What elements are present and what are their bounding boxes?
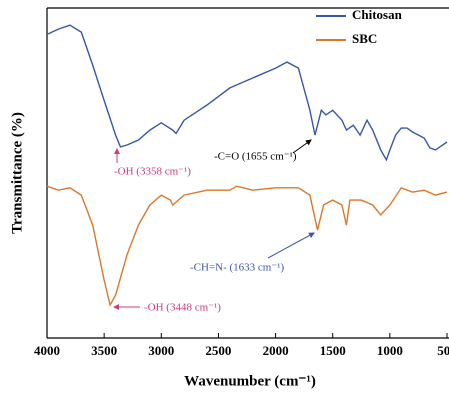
annotation: -CH=N- (1633 cm⁻¹) xyxy=(190,262,284,274)
x-tick-label: 2500 xyxy=(205,343,231,358)
x-tick-label: 3000 xyxy=(148,343,174,358)
x-axis-title: Wavenumber (cm⁻¹) xyxy=(184,373,316,389)
annotation: -OH (3358 cm⁻¹) xyxy=(114,166,191,178)
annotation-arrow xyxy=(267,232,315,259)
x-tick-label: 1000 xyxy=(377,343,403,358)
legend-label: Chitosan xyxy=(352,7,403,22)
x-tick-label: 1500 xyxy=(320,343,346,358)
y-axis-title: Transmittance (%) xyxy=(9,112,25,234)
annotation: -OH (3448 cm⁻¹) xyxy=(144,302,221,314)
series-line xyxy=(46,185,448,307)
x-tick-label: 3500 xyxy=(91,343,117,358)
annotation: -C=O (1655 cm⁻¹) xyxy=(214,151,297,163)
x-tick-label: 2000 xyxy=(263,343,289,358)
legend-label: SBC xyxy=(352,31,377,46)
x-tick-label: 500 xyxy=(437,343,449,358)
series-line xyxy=(46,24,448,162)
annotation-arrow xyxy=(292,139,312,154)
x-tick-label: 4000 xyxy=(34,343,60,358)
